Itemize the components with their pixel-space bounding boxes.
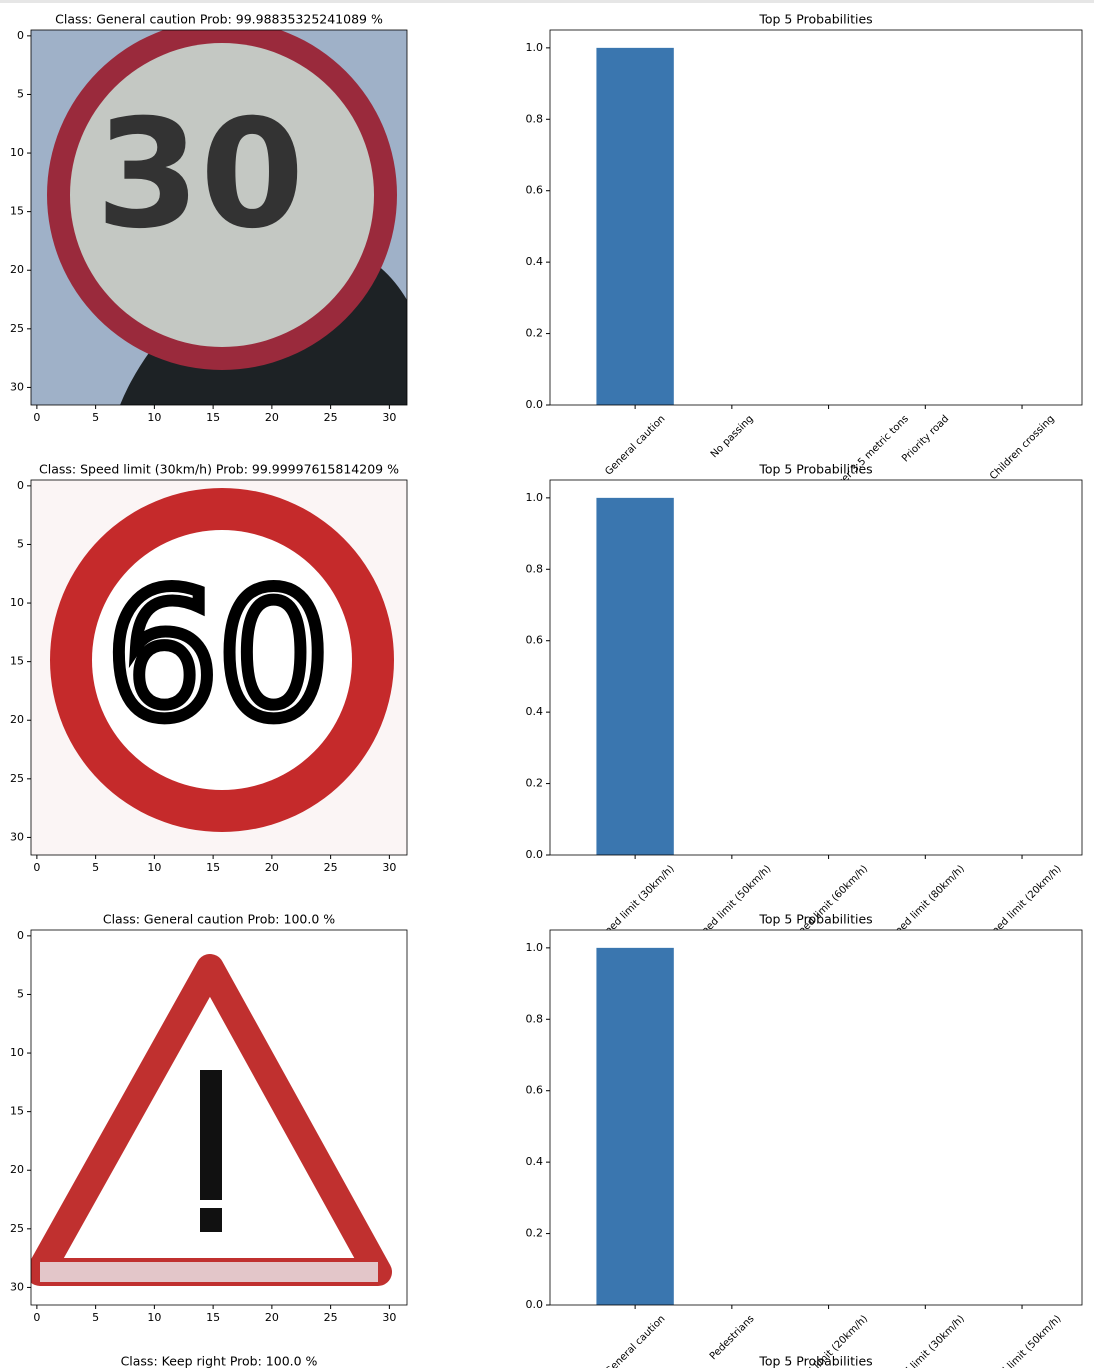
- y-tick-label: 0.2: [526, 1227, 544, 1240]
- notebook-border: [0, 0, 1094, 3]
- y-tick-label: 0.8: [526, 1012, 544, 1025]
- x-tick-label: 30: [382, 861, 396, 874]
- y-tick-label: 0.6: [526, 1084, 544, 1097]
- chart-title: Class: Speed limit (30km/h) Prob: 99.999…: [39, 462, 399, 477]
- x-tick-label: 25: [324, 1311, 338, 1324]
- y-tick-label: 20: [10, 713, 24, 726]
- x-tick-label: 5: [92, 411, 99, 424]
- y-tick-label: 15: [10, 1105, 24, 1118]
- chart-title: Top 5 Probabilities: [758, 912, 872, 927]
- x-tick-label: 25: [324, 861, 338, 874]
- chart-title: Top 5 Probabilities: [758, 12, 872, 27]
- x-tick-label: 20: [265, 411, 279, 424]
- chart-title: Class: General caution Prob: 100.0 %: [103, 912, 335, 927]
- y-tick-label: 25: [10, 322, 24, 335]
- chart-title: Top 5 Probabilities: [758, 462, 872, 477]
- y-tick-label: 0.0: [526, 848, 544, 861]
- y-tick-label: 15: [10, 655, 24, 668]
- y-tick-label: 25: [10, 1222, 24, 1235]
- sign-image: 30: [31, 30, 407, 405]
- axes-frame: [30, 929, 408, 1306]
- x-tick-label: General caution: [603, 1313, 667, 1368]
- y-tick-label: 0.8: [526, 112, 544, 125]
- x-tick-label: Speed limit (50km/h): [981, 1313, 1063, 1368]
- y-tick-label: 0.0: [526, 398, 544, 411]
- x-tick-label: 10: [147, 861, 161, 874]
- axes-frame: [549, 929, 1083, 1306]
- x-tick-label: 10: [147, 411, 161, 424]
- axes-frame: [549, 29, 1083, 406]
- y-tick-label: 0.2: [526, 327, 544, 340]
- y-tick-label: 20: [10, 263, 24, 276]
- y-tick-label: 10: [10, 596, 24, 609]
- x-tick-label: 0: [33, 411, 40, 424]
- y-tick-label: 0.4: [526, 1155, 544, 1168]
- y-tick-label: 1.0: [526, 41, 544, 54]
- x-tick-label: General caution: [603, 413, 667, 477]
- y-tick-label: 10: [10, 1046, 24, 1059]
- x-tick-label: No passing: [709, 413, 756, 460]
- y-tick-label: 0.4: [526, 705, 544, 718]
- x-tick-label: 5: [92, 1311, 99, 1324]
- y-tick-label: 1.0: [526, 941, 544, 954]
- y-tick-label: 5: [17, 537, 24, 550]
- x-tick-label: 15: [206, 861, 220, 874]
- bar: [596, 497, 674, 855]
- x-tick-label: Children crossing: [988, 413, 1057, 482]
- y-tick-label: 30: [10, 830, 24, 843]
- y-tick-label: 25: [10, 772, 24, 785]
- axes-frame: [549, 479, 1083, 856]
- y-tick-label: 5: [17, 87, 24, 100]
- y-tick-label: 0.0: [526, 1298, 544, 1311]
- axes-frame: [30, 479, 408, 856]
- x-tick-label: 15: [206, 1311, 220, 1324]
- y-tick-label: 15: [10, 205, 24, 218]
- y-tick-label: 0.6: [526, 184, 544, 197]
- y-tick-label: 0: [17, 929, 24, 942]
- chart-title: Top 5 Probabilities: [758, 1354, 872, 1368]
- x-tick-label: 10: [147, 1311, 161, 1324]
- y-tick-label: 0.4: [526, 255, 544, 268]
- y-tick-label: 10: [10, 146, 24, 159]
- y-tick-label: 0.6: [526, 634, 544, 647]
- x-tick-label: 20: [265, 1311, 279, 1324]
- sign-image: [31, 930, 407, 1305]
- chart-title: Class: Keep right Prob: 100.0 %: [121, 1354, 318, 1368]
- y-tick-label: 0: [17, 479, 24, 492]
- x-tick-label: 25: [324, 411, 338, 424]
- y-tick-label: 0.8: [526, 562, 544, 575]
- sign-image: 60: [31, 480, 407, 855]
- x-tick-label: 30: [382, 411, 396, 424]
- y-tick-label: 0: [17, 29, 24, 42]
- x-tick-label: Pedestrians: [708, 1313, 757, 1362]
- x-tick-label: Speed limit (30km/h): [884, 1313, 966, 1368]
- x-tick-label: 0: [33, 861, 40, 874]
- x-tick-label: 20: [265, 861, 279, 874]
- x-tick-label: 30: [382, 1311, 396, 1324]
- bar: [596, 947, 674, 1305]
- y-tick-label: 30: [10, 1280, 24, 1293]
- x-tick-label: 15: [206, 411, 220, 424]
- x-tick-label: 5: [92, 861, 99, 874]
- y-tick-label: 20: [10, 1163, 24, 1176]
- svg-text:60: 60: [107, 555, 330, 758]
- axes-frame: [30, 29, 408, 406]
- svg-text:30: 30: [96, 88, 305, 262]
- y-tick-label: 1.0: [526, 491, 544, 504]
- bar: [596, 47, 674, 405]
- y-tick-label: 30: [10, 380, 24, 393]
- y-tick-label: 5: [17, 987, 24, 1000]
- chart-title: Class: General caution Prob: 99.98835325…: [55, 12, 383, 27]
- x-tick-label: 0: [33, 1311, 40, 1324]
- y-tick-label: 0.2: [526, 777, 544, 790]
